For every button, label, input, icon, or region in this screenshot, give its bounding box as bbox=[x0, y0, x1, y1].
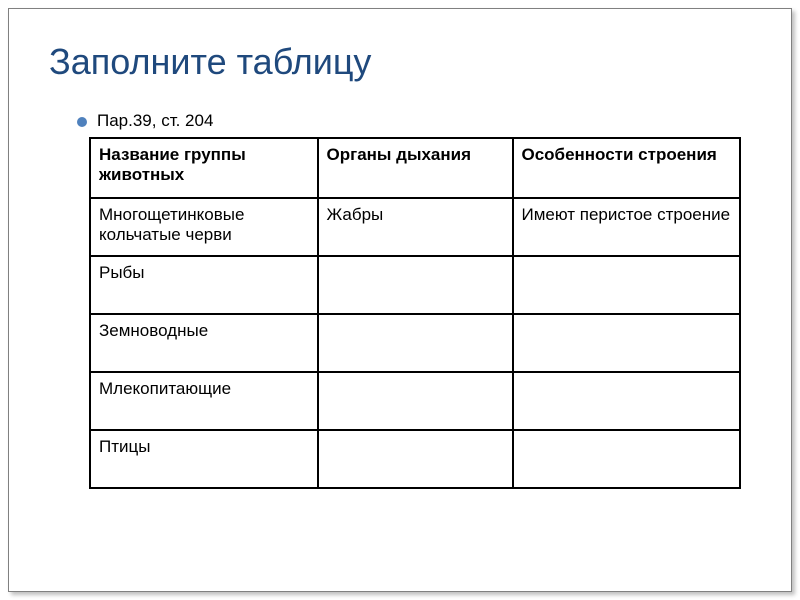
table-cell: Имеют перистое строение bbox=[513, 198, 741, 256]
table-container: Название группы животных Органы дыхания … bbox=[89, 137, 741, 489]
table-cell: Рыбы bbox=[90, 256, 318, 314]
table-row: Многощетинковые кольчатые черви Жабры Им… bbox=[90, 198, 740, 256]
table-cell: Земноводные bbox=[90, 314, 318, 372]
table-cell bbox=[513, 256, 741, 314]
table-cell: Млекопитающие bbox=[90, 372, 318, 430]
table-row: Млекопитающие bbox=[90, 372, 740, 430]
table-cell bbox=[513, 314, 741, 372]
table-cell bbox=[318, 256, 513, 314]
slide-frame: Заполните таблицу Пар.39, ст. 204 Назван… bbox=[8, 8, 792, 592]
subtitle-text: Пар.39, ст. 204 bbox=[97, 111, 213, 130]
table-cell: Птицы bbox=[90, 430, 318, 488]
slide-title: Заполните таблицу bbox=[49, 41, 751, 83]
column-header: Особенности строения bbox=[513, 138, 741, 198]
table-row: Земноводные bbox=[90, 314, 740, 372]
column-header: Название группы животных bbox=[90, 138, 318, 198]
table-cell bbox=[318, 372, 513, 430]
slide-subtitle: Пар.39, ст. 204 bbox=[77, 111, 751, 131]
table-cell: Жабры bbox=[318, 198, 513, 256]
bullet-icon bbox=[77, 117, 87, 127]
data-table: Название группы животных Органы дыхания … bbox=[89, 137, 741, 489]
table-cell bbox=[513, 430, 741, 488]
table-row: Рыбы bbox=[90, 256, 740, 314]
table-row: Птицы bbox=[90, 430, 740, 488]
table-cell bbox=[318, 430, 513, 488]
table-cell bbox=[513, 372, 741, 430]
table-cell: Многощетинковые кольчатые черви bbox=[90, 198, 318, 256]
column-header: Органы дыхания bbox=[318, 138, 513, 198]
table-header-row: Название группы животных Органы дыхания … bbox=[90, 138, 740, 198]
table-cell bbox=[318, 314, 513, 372]
